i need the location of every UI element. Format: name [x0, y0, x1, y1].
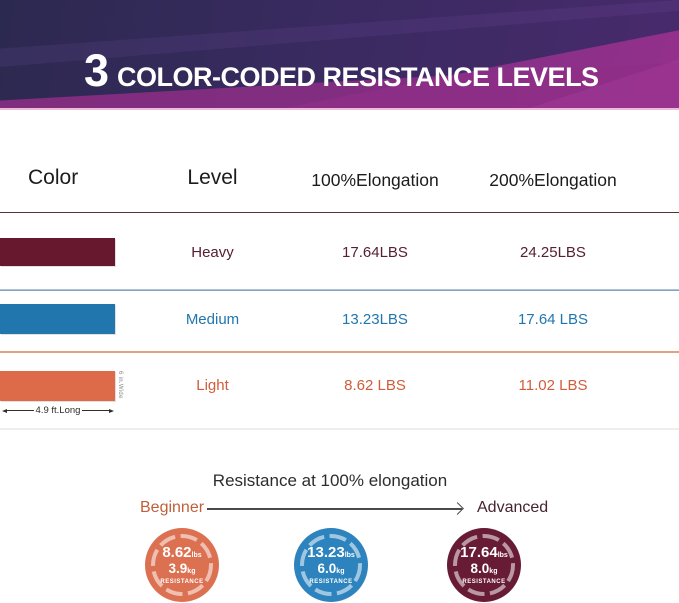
light-band-swatch: [0, 371, 115, 401]
resistance-badge-light: 8.62lbs 3.9kg RESISTANCE: [145, 528, 219, 602]
badge-lbs-value: 8.62lbs: [162, 544, 202, 562]
banner-title-number: 3: [84, 45, 109, 96]
heavy-level-label: Heavy: [191, 244, 234, 261]
beginner-to-advanced-arrow-icon: [207, 508, 462, 510]
badge-lbs-value: 13.23lbs: [307, 544, 355, 562]
row-divider-light: [0, 428, 679, 430]
light-elongation-100-value: 8.62 LBS: [344, 377, 406, 394]
kg-unit: kg: [336, 567, 345, 575]
band-width-dimension-label: 6 in.Wide: [117, 371, 123, 399]
light-elongation-200-value: 11.02 LBS: [518, 377, 588, 394]
kg-unit: kg: [187, 567, 196, 575]
lbs-unit: lbs: [191, 552, 202, 560]
heavy-elongation-200-value: 24.25LBS: [520, 244, 586, 261]
dashed-ring-icon: [300, 534, 362, 596]
dimension-arrowhead-right-icon: [109, 408, 114, 413]
column-header-elongation-200: 200%Elongation: [489, 170, 617, 190]
dashed-ring-icon: [453, 534, 515, 596]
heavy-band-swatch: [0, 238, 115, 266]
row-divider-heavy: [0, 289, 679, 291]
dimension-line-right: [82, 410, 109, 411]
dimension-line-left: [7, 410, 34, 411]
banner-title-text: COLOR-CODED RESISTANCE LEVELS: [117, 62, 599, 92]
medium-elongation-100-value: 13.23LBS: [342, 311, 408, 328]
badge-kg-value: 3.9kg: [168, 560, 196, 576]
medium-band-swatch: [0, 304, 115, 334]
lbs-unit: lbs: [497, 552, 508, 560]
badge-caption: RESISTANCE: [160, 578, 204, 585]
column-header-elongation-100: 100%Elongation: [311, 170, 439, 190]
column-header-color: Color: [28, 166, 79, 189]
badge-kg-value: 6.0kg: [317, 560, 345, 576]
medium-level-label: Medium: [185, 311, 240, 328]
beginner-label: Beginner: [140, 499, 205, 516]
heavy-elongation-100-value: 17.64LBS: [342, 244, 408, 261]
badge-caption: RESISTANCE: [309, 578, 353, 585]
header-banner: 3 COLOR-CODED RESISTANCE LEVELS: [0, 0, 679, 110]
banner-title: 3 COLOR-CODED RESISTANCE LEVELS: [84, 48, 599, 93]
dashed-ring-icon: [151, 534, 213, 596]
band-length-dimension: 4.9 ft.Long: [2, 405, 114, 416]
lbs-unit: lbs: [344, 552, 355, 560]
badge-lbs-value: 17.64lbs: [460, 544, 508, 562]
advanced-label: Advanced: [477, 499, 549, 516]
badge-kg-value: 8.0kg: [470, 560, 498, 576]
band-length-dimension-label: 4.9 ft.Long: [35, 405, 81, 416]
column-header-level: Level: [187, 166, 238, 189]
scale-section-title: Resistance at 100% elongation: [212, 471, 448, 490]
medium-elongation-200-value: 17.64 LBS: [517, 311, 589, 328]
header-divider-line: [0, 212, 679, 213]
kg-unit: kg: [489, 567, 498, 575]
resistance-badge-medium: 13.23lbs 6.0kg RESISTANCE: [294, 528, 368, 602]
row-divider-medium: [0, 351, 679, 353]
badge-caption: RESISTANCE: [462, 578, 506, 585]
resistance-badge-heavy: 17.64lbs 8.0kg RESISTANCE: [447, 528, 521, 602]
dimension-arrowhead-left-icon: [2, 408, 7, 413]
light-level-label: Light: [196, 377, 229, 394]
